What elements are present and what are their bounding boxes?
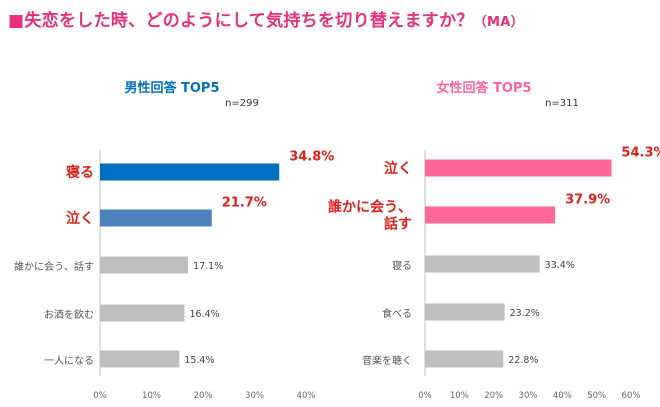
male-chart-title: 男性回答 TOP5 [124, 80, 219, 96]
male-category-line: 一人になる [44, 355, 94, 367]
male-bar [100, 256, 189, 274]
male-category-label: 泣く [66, 210, 94, 227]
female-category-line: 寝る [392, 259, 412, 272]
male-category-line: 寝る [66, 164, 94, 181]
female-category-label: 食べる [382, 307, 412, 320]
title-bullet: ■ [8, 11, 25, 31]
female-tick-label: 50% [587, 391, 606, 401]
male-n-label: n=299 [225, 98, 259, 109]
female-tick-label: 0% [418, 391, 432, 401]
female-value-label: 33.4% [545, 260, 575, 271]
male-category-label: 寝る [66, 164, 94, 181]
male-category-label: お酒を飲む [44, 308, 94, 321]
female-category-line: 誰かに会う、 [328, 199, 412, 216]
female-value-label: 37.9% [565, 193, 610, 208]
male-tick-label: 10% [142, 391, 161, 401]
male-value-label: 34.8% [289, 150, 334, 165]
male-tick-label: 40% [297, 391, 316, 401]
page-title: ■失恋をした時、どのようにして気持ちを切り替えますか？（MA） [8, 6, 524, 31]
female-tick-label: 40% [553, 391, 572, 401]
female-tick-label: 30% [519, 391, 538, 401]
female-chart-title: 女性回答 TOP5 [436, 80, 531, 96]
female-chart: 女性回答 TOP5 n=311 0% 10% 20% 30% 40% 50% 60% 54.3% 泣… [328, 80, 660, 401]
male-tick-label: 30% [245, 391, 264, 401]
male-category-label: 一人になる [44, 355, 94, 367]
male-value-label: 17.1% [193, 261, 223, 272]
female-bar [425, 159, 612, 177]
female-bar [425, 255, 540, 273]
title-main: 失恋をした時、どのようにして気持ちを切り替えますか？ [24, 11, 474, 31]
male-value-label: 16.4% [189, 309, 219, 320]
male-category-line: お酒を飲む [44, 308, 94, 321]
female-category-label: 泣く [384, 160, 412, 177]
female-category-line: 音楽を聴く [362, 354, 412, 367]
female-n-label: n=311 [545, 98, 579, 109]
female-tick-label: 10% [450, 391, 469, 401]
male-value-label: 15.4% [184, 355, 214, 366]
male-tick-label: 20% [194, 391, 213, 401]
male-bar [100, 304, 185, 322]
female-category-label: 音楽を聴く [362, 354, 412, 367]
male-category-line: 誰かに会う、話す [14, 260, 94, 273]
female-bar [425, 303, 505, 321]
male-bar [100, 209, 212, 227]
male-bar [100, 163, 280, 181]
female-category-label: 寝る [392, 259, 412, 272]
female-tick-label: 20% [484, 391, 503, 401]
male-bar [100, 350, 180, 368]
female-tick-label: 60% [622, 391, 641, 401]
female-bar [425, 350, 504, 368]
female-value-label: 22.8% [508, 355, 538, 366]
female-category-line: 食べる [382, 307, 412, 320]
male-category-line: 泣く [66, 210, 94, 227]
female-category-line: 泣く [384, 160, 412, 177]
female-category-line: 話す [384, 216, 412, 233]
title-suffix: （MA） [473, 15, 524, 30]
female-value-label: 54.3% [621, 146, 660, 161]
male-category-label: 誰かに会う、話す [14, 260, 94, 273]
male-value-label: 21.7% [222, 196, 267, 211]
male-tick-label: 0% [93, 391, 107, 401]
male-chart: 男性回答 TOP5 n=299 0% 10% 20% 30% 40% 34.8% 寝る 21.7%… [14, 80, 334, 401]
female-bar [425, 206, 556, 224]
female-value-label: 23.2% [510, 308, 540, 319]
female-category-label: 誰かに会う、話す [328, 199, 412, 233]
